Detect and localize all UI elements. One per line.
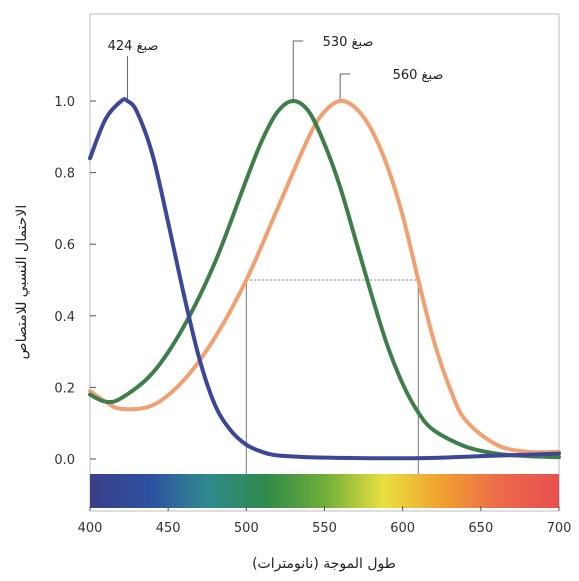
y-axis-ticks: 0.0 0.2 0.4 0.6 0.8 1.0: [54, 95, 96, 468]
series-line-0: [88, 97, 561, 461]
y-axis-title: الاحتمال النسبي للامتصاص: [14, 205, 30, 360]
peak-labels: صبغ 424 صبغ 530 صبغ 560: [108, 35, 444, 99]
x-tick-label: 450: [156, 521, 181, 536]
y-tick-label: 0.0: [54, 453, 75, 468]
wavelength-spectrum-bar: [90, 474, 559, 508]
series-line-1: [88, 99, 561, 460]
peak-label-560: صبغ 560: [393, 68, 444, 83]
x-tick-label: 700: [547, 521, 572, 536]
peak-label-424: صبغ 424: [108, 39, 159, 54]
x-tick-label: 400: [78, 521, 103, 536]
y-tick-label: 0.2: [54, 381, 75, 396]
x-tick-label: 500: [234, 521, 259, 536]
x-tick-label: 650: [468, 521, 493, 536]
y-tick-label: 1.0: [54, 95, 75, 110]
x-axis-title: طول الموجة (نانومترات): [252, 556, 396, 572]
reference-lines: [245, 279, 419, 474]
y-tick-label: 0.8: [54, 167, 75, 182]
x-tick-label: 550: [312, 521, 337, 536]
x-tick-label: 600: [390, 521, 415, 536]
series-line-2: [88, 98, 561, 455]
x-axis-ticks: 400 450 500 550 600 650 700: [78, 506, 572, 536]
y-tick-label: 0.6: [54, 238, 75, 253]
plot-frame: [89, 13, 560, 512]
y-tick-label: 0.4: [54, 310, 75, 325]
peak-label-530: صبغ 530: [323, 35, 374, 50]
absorption-curves: [88, 97, 561, 461]
peak-leader: [292, 40, 304, 99]
peak-leader: [339, 73, 351, 99]
